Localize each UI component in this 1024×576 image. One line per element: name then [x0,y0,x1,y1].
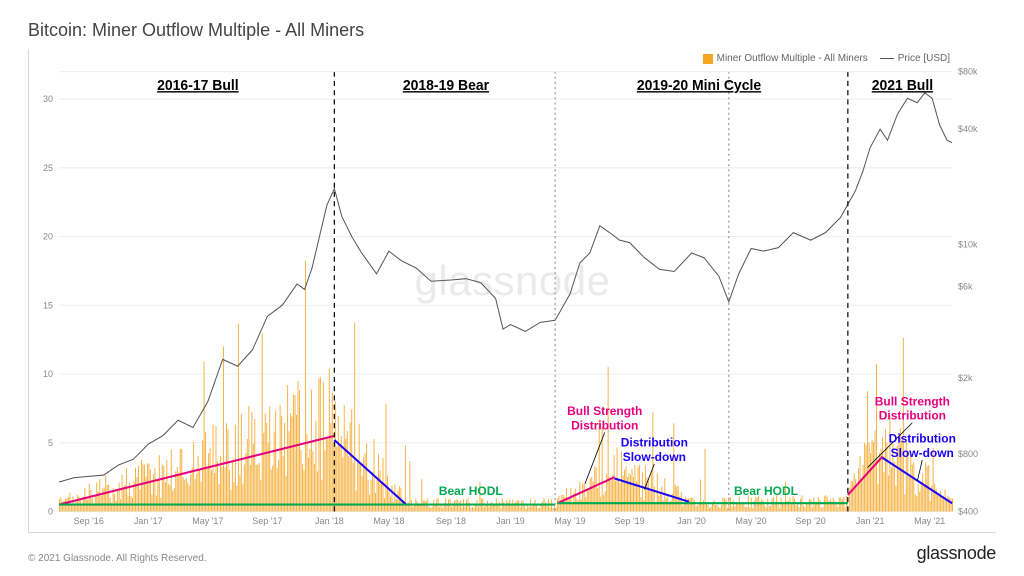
chart-area: Miner Outflow Multiple - All Miners Pric… [28,49,996,533]
svg-text:Sep '18: Sep '18 [436,516,466,526]
svg-text:Jan '20: Jan '20 [677,516,706,526]
svg-text:Jan '19: Jan '19 [496,516,525,526]
chart-container: Bitcoin: Miner Outflow Multiple - All Mi… [0,0,1024,576]
svg-text:$80k: $80k [958,67,978,77]
brand-logo: glassnode [917,543,996,564]
svg-text:20: 20 [43,232,53,242]
svg-text:Distribution: Distribution [879,409,946,423]
svg-text:Bull Strength: Bull Strength [567,404,642,418]
svg-text:May '20: May '20 [736,516,767,526]
svg-text:25: 25 [43,163,53,173]
svg-text:May '21: May '21 [914,516,945,526]
svg-text:Sep '19: Sep '19 [614,516,644,526]
svg-text:$10k: $10k [958,239,978,249]
svg-text:Jan '21: Jan '21 [856,516,885,526]
legend-swatch-bars [703,54,713,64]
copyright-text: © 2021 Glassnode. All Rights Reserved. [28,553,207,564]
svg-text:$800: $800 [958,449,978,459]
svg-text:$2k: $2k [958,373,973,383]
svg-text:Jan '17: Jan '17 [134,516,163,526]
legend-item-price: Price [USD] [880,53,950,64]
svg-text:Distribution: Distribution [621,435,688,449]
svg-text:2016-17 Bull: 2016-17 Bull [157,78,239,94]
svg-text:$40k: $40k [958,124,978,134]
svg-text:2019-20 Mini Cycle: 2019-20 Mini Cycle [637,78,761,94]
chart-svg: 0 5 10 15 20 25 30 $400 $800 $2k $6k $10k $40k $80k Se… [29,49,996,532]
svg-text:10: 10 [43,369,53,379]
footer: © 2021 Glassnode. All Rights Reserved. g… [28,533,996,564]
chart-title: Bitcoin: Miner Outflow Multiple - All Mi… [28,20,996,41]
svg-text:May '18: May '18 [373,516,404,526]
svg-text:May '17: May '17 [192,516,223,526]
svg-text:Sep '20: Sep '20 [796,516,826,526]
svg-text:$6k: $6k [958,282,973,292]
legend-label-bars: Miner Outflow Multiple - All Miners [717,53,868,64]
svg-text:Distribution: Distribution [571,418,638,432]
svg-text:Jan '18: Jan '18 [315,516,344,526]
svg-text:15: 15 [43,300,53,310]
svg-text:Bull Strength: Bull Strength [875,394,950,408]
svg-text:2021 Bull: 2021 Bull [872,78,933,94]
svg-text:Slow-down: Slow-down [623,450,686,464]
svg-text:May '19: May '19 [554,516,585,526]
svg-text:30: 30 [43,94,53,104]
legend: Miner Outflow Multiple - All Miners Pric… [703,53,950,64]
svg-text:Bear HODL: Bear HODL [734,484,798,498]
legend-item-bars: Miner Outflow Multiple - All Miners [703,53,868,64]
svg-text:Slow-down: Slow-down [891,446,954,460]
svg-text:$400: $400 [958,506,978,516]
legend-swatch-line [880,58,894,59]
svg-text:2018-19 Bear: 2018-19 Bear [403,78,490,94]
svg-text:Distribution: Distribution [889,431,956,445]
svg-text:Sep '16: Sep '16 [74,516,104,526]
svg-text:5: 5 [48,438,53,448]
legend-label-price: Price [USD] [898,53,950,64]
svg-text:0: 0 [48,506,53,516]
svg-text:Bear HODL: Bear HODL [439,484,503,498]
svg-text:Sep '17: Sep '17 [252,516,282,526]
